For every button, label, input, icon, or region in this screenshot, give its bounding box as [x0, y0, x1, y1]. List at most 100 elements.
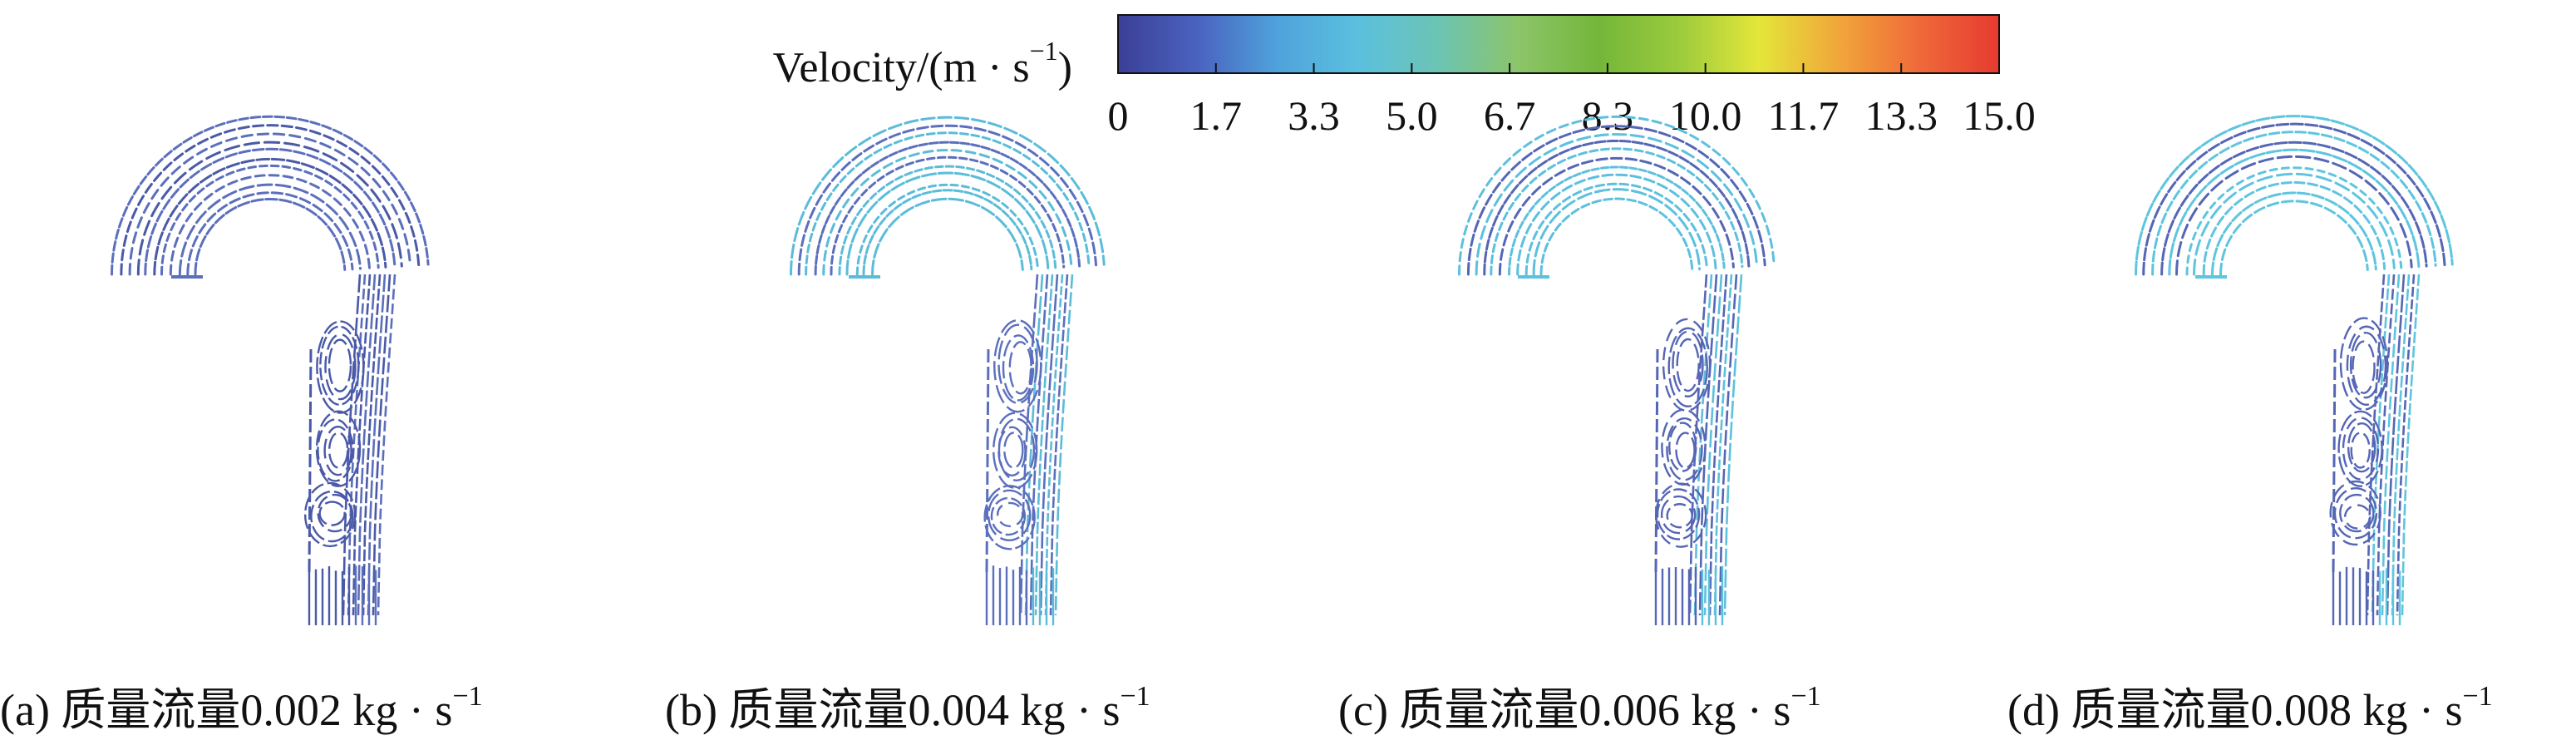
inlet-streamline — [2142, 122, 2446, 276]
vortex-streamline — [1668, 422, 1697, 472]
colorbar-title: Velocity/(m · s−1) — [665, 18, 1072, 101]
vortex-streamline — [319, 325, 360, 406]
chamber-wall-left — [308, 348, 313, 575]
panel-captions: (a) 质量流量0.002 kg · s−1 (b) 质量流量0.004 kg ·… — [0, 681, 2493, 735]
vortex-streamline — [1003, 432, 1024, 469]
colorbar-tick-label: 13.3 — [1864, 92, 1938, 139]
jet-streamline — [372, 274, 392, 616]
vortex-streamline — [324, 333, 357, 401]
colorbar-tick-label: 5.0 — [1386, 92, 1438, 139]
colorbar-tick-label: 8.3 — [1582, 92, 1634, 139]
inlet-streamline — [2151, 131, 2437, 276]
jet-streamline — [1044, 274, 1064, 616]
vortex-streamline — [1660, 495, 1697, 535]
inlet-streamline — [2219, 200, 2369, 276]
vortex-streamline — [318, 501, 346, 526]
vortex-streamline — [1667, 327, 1708, 407]
panel-caption-b: (b) 质量流量0.004 kg · s−1 — [665, 681, 1150, 735]
inlet-streamline — [1490, 147, 1744, 276]
vortex-streamline — [992, 412, 1038, 489]
colorbar-title-close: ) — [1057, 44, 1072, 91]
simulation-panels — [111, 115, 2454, 625]
vortex-streamline — [1672, 330, 1704, 397]
jet-streamline — [362, 274, 382, 616]
vortex-streamline — [328, 432, 349, 469]
inlet-streamline — [2192, 172, 2396, 276]
vortex-streamline — [2344, 504, 2372, 530]
colorbar-tick-label: 0 — [1108, 92, 1129, 139]
jet-streamline — [2401, 274, 2421, 616]
vortex-streamline — [993, 319, 1042, 413]
inlet-streamline — [814, 141, 1081, 276]
inlet-streamline — [194, 198, 347, 276]
jet-streamline — [1019, 274, 1039, 616]
vortex-streamline — [317, 493, 352, 533]
inlet-streamline — [2185, 166, 2403, 276]
inlet-streamline — [2160, 141, 2428, 276]
jet-streamline — [357, 274, 377, 616]
inlet-streamline — [845, 171, 1050, 276]
inlet-streamline — [153, 157, 387, 276]
flow-panel-c — [1458, 115, 1776, 625]
inlet-streamline — [2202, 180, 2386, 276]
vortex-streamline — [1656, 488, 1701, 540]
inlet-streamline — [144, 147, 396, 276]
colorbar: 0 1.7 3.3 5.0 6.7 8.3 10.0 11.7 13.3 15.0 — [1108, 14, 2036, 139]
jet-streamline — [1049, 274, 1069, 616]
vortex-streamline — [1675, 432, 1696, 469]
vortex-streamline — [2346, 325, 2387, 406]
colorbar-tick-label: 1.7 — [1190, 92, 1243, 139]
vortex-streamline — [2347, 422, 2377, 473]
vortex-streamline — [997, 417, 1036, 482]
colorbar-ticks: 0 1.7 3.3 5.0 6.7 8.3 10.0 11.7 13.3 15.0 — [1108, 63, 2036, 139]
jet-streamline — [2391, 274, 2411, 616]
jet-streamline — [1713, 274, 1733, 616]
inlet-streamline — [2168, 148, 2421, 276]
inlet-streamline — [870, 197, 1024, 276]
vortex-streamline — [323, 425, 352, 476]
vortex-streamline — [988, 489, 1032, 542]
jet-streamline — [1708, 274, 1728, 616]
vortex-streamline — [997, 323, 1038, 404]
colorbar-gradient — [1117, 14, 2000, 74]
chamber-wall-left — [1654, 348, 1659, 575]
inlet-streamline — [838, 165, 1057, 276]
vortex-streamline — [997, 426, 1027, 477]
inlet-streamline — [1539, 197, 1694, 276]
vortex-streamline — [317, 418, 354, 482]
jet-streamline — [2381, 274, 2401, 616]
jet-streamline — [1723, 274, 1743, 616]
flow-panel-a — [111, 115, 430, 625]
colorbar-tick-label: 3.3 — [1288, 92, 1340, 139]
vortex-streamline — [2350, 432, 2371, 469]
vortex-streamline — [316, 320, 365, 414]
vortex-streamline — [2339, 317, 2389, 411]
inlet-streamline — [186, 191, 354, 276]
inlet-streamline — [1458, 115, 1776, 276]
vortex-streamline — [983, 485, 1036, 550]
jet-streamline — [377, 274, 396, 616]
vortex-streamline — [1662, 318, 1712, 412]
flow-panel-b — [789, 116, 1106, 625]
colorbar-tick-label: 6.7 — [1484, 92, 1536, 139]
jet-streamline — [1054, 274, 1074, 616]
panel-caption-a: (a) 质量流量0.002 kg · s−1 — [0, 681, 483, 735]
jet-streamline — [1698, 274, 1718, 616]
inlet-streamline — [178, 183, 362, 276]
inlet-streamline — [789, 116, 1106, 276]
vortex-streamline — [2339, 493, 2375, 533]
vortex-streamline — [1666, 417, 1703, 481]
panel-caption-d: (d) 质量流量0.008 kg · s−1 — [2007, 681, 2493, 735]
flow-panel-d — [2135, 115, 2454, 625]
inlet-streamline — [1516, 173, 1717, 276]
inlet-streamline — [136, 141, 403, 276]
inlet-streamline — [2175, 155, 2413, 276]
colorbar-tick-label: 11.7 — [1768, 92, 1840, 139]
colorbar-tick-label: 10.0 — [1669, 92, 1742, 139]
inlet-streamline — [1532, 188, 1702, 276]
panel-caption-c: (c) 质量流量0.006 kg · s−1 — [1338, 681, 1821, 735]
jet-streamline — [1029, 274, 1049, 616]
inlet-streamline — [830, 155, 1066, 276]
jet-streamline — [1034, 274, 1054, 616]
